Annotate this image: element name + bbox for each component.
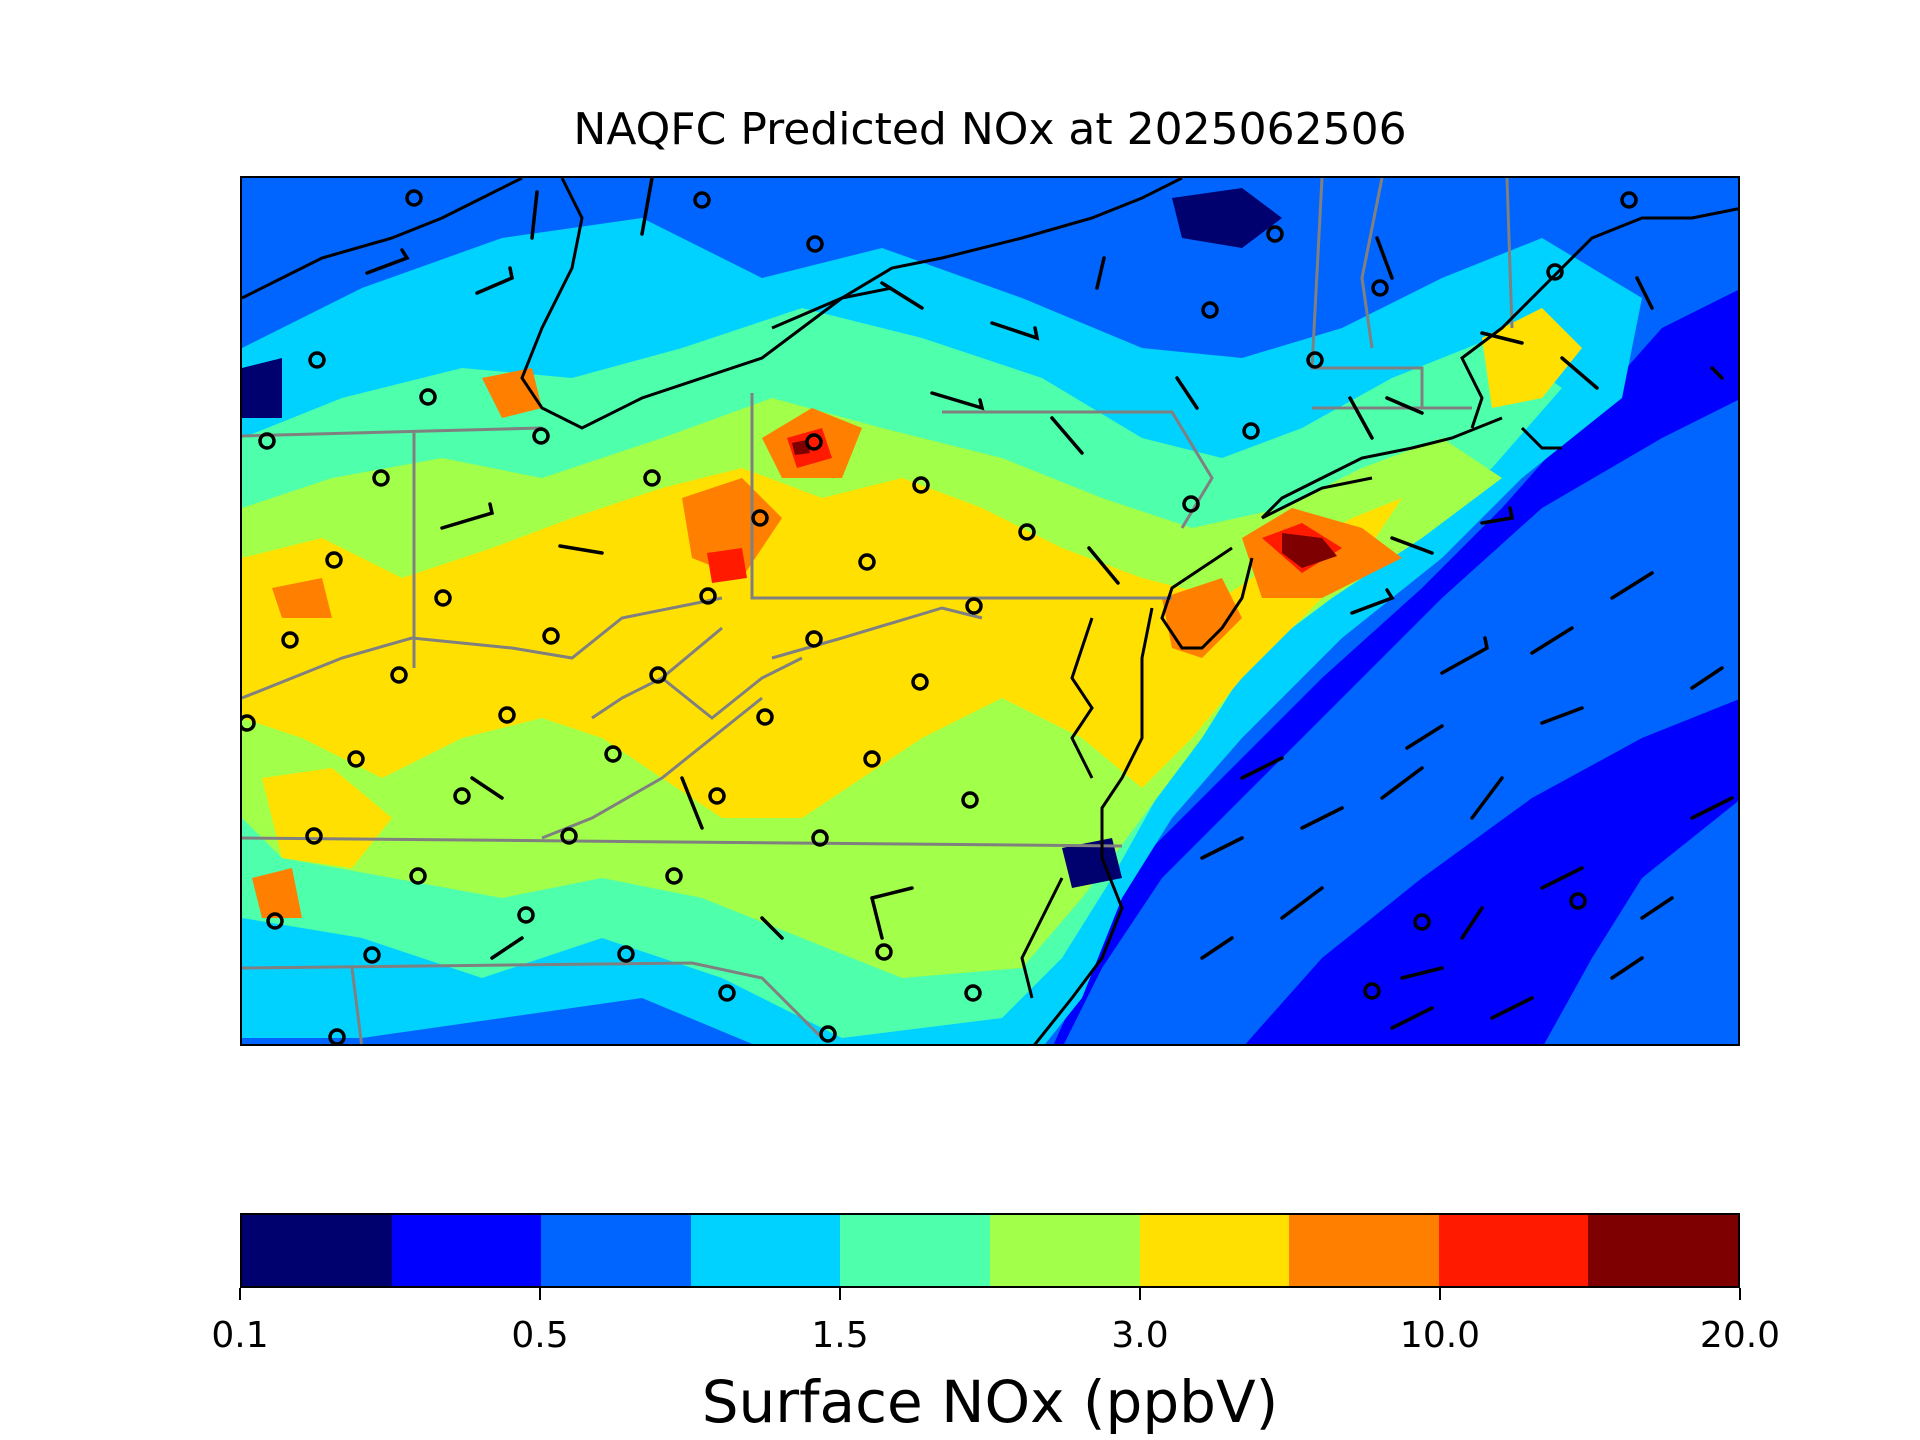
- field-patch-orange-5: [482, 368, 542, 418]
- colorbar: [240, 1213, 1740, 1288]
- colorbar-tick: [1739, 1288, 1741, 1300]
- colorbar-segment: [391, 1215, 542, 1286]
- colorbar-segment: [242, 1215, 392, 1286]
- colorbar-segment: [1438, 1215, 1589, 1286]
- colorbar-tick-label: 3.0: [1111, 1315, 1169, 1356]
- field-patch-navy-1: [1172, 188, 1282, 248]
- colorbar-tick-label: 0.1: [211, 1315, 269, 1356]
- colorbar-tick-label: 0.5: [511, 1315, 569, 1356]
- colorbar-segment: [989, 1215, 1140, 1286]
- colorbar-tick-label: 1.5: [811, 1315, 869, 1356]
- station-markers: [242, 189, 1638, 1044]
- colorbar-tick: [239, 1288, 241, 1300]
- colorbar-tick-labels: 0.1 0.5 1.5 3.0 10.0 20.0: [211, 1315, 1780, 1365]
- field-patch-yellow-ne: [1482, 308, 1582, 408]
- field-offshore-band: [1064, 400, 1738, 1044]
- colorbar-segment: [541, 1215, 691, 1286]
- colorbar-tick: [539, 1288, 541, 1300]
- field-patch-red-3: [707, 548, 747, 583]
- colorbar-segment: [1289, 1215, 1439, 1286]
- colorbar-tick: [839, 1288, 841, 1300]
- field-offshore-band2: [1544, 801, 1738, 1044]
- field-patch-darkred: [1282, 533, 1337, 568]
- colorbar-ticks: [239, 1288, 1741, 1308]
- colorbar-segment: [1139, 1215, 1290, 1286]
- field-patch-navy-3: [1062, 838, 1122, 888]
- colorbar-segment: [1588, 1215, 1738, 1286]
- field-patch-orange-4: [1162, 578, 1242, 658]
- map-title: NAQFC Predicted NOx at 2025062506: [573, 104, 1407, 155]
- field-patch-orange-7: [252, 868, 302, 918]
- field-patch-navy-2: [242, 358, 282, 418]
- state-borders: [242, 178, 1514, 1044]
- wind-barbs: [365, 178, 1734, 1030]
- field-patch-yellow-w: [262, 768, 392, 868]
- coastlines: [242, 178, 1738, 1044]
- colorbar-tick-label: 10.0: [1399, 1315, 1481, 1356]
- nox-map: [240, 176, 1740, 1046]
- colorbar-segment: [690, 1215, 841, 1286]
- colorbar-tick-label: 20.0: [1699, 1315, 1781, 1356]
- colorbar-tick: [1439, 1288, 1441, 1300]
- field-patch-orange-6: [272, 578, 332, 618]
- colorbar-segment: [840, 1215, 990, 1286]
- colorbar-tick: [1139, 1288, 1141, 1300]
- colorbar-label: Surface NOx (ppbV): [701, 1368, 1279, 1436]
